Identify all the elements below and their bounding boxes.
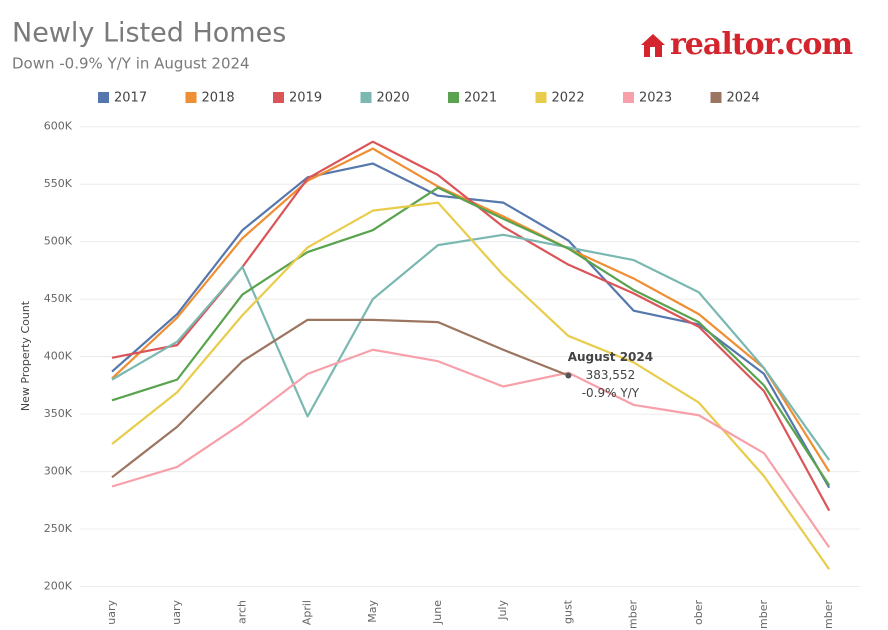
y-tick-label: 350K: [44, 407, 73, 420]
line: [111, 318, 569, 479]
legend-swatch: [710, 92, 722, 103]
annotation: 383,552: [586, 368, 636, 382]
highlight-point: [565, 372, 572, 379]
legend-swatch: [185, 92, 197, 103]
legend-label: 2021: [464, 91, 497, 106]
x-tick-label: mber: [822, 600, 835, 629]
legend-label: 2018: [202, 91, 235, 106]
x-tick-label: mber: [627, 600, 640, 629]
legend-label: 2020: [377, 91, 410, 106]
legend-swatch: [98, 92, 109, 103]
x-tick-label: mber: [757, 600, 770, 629]
logo: realtor.com: [670, 27, 853, 62]
legend-label: 2024: [727, 91, 760, 106]
x-tick-label: May: [366, 600, 379, 623]
y-tick-label: 400K: [44, 350, 73, 363]
legend-swatch: [535, 92, 547, 103]
y-tick-label: 500K: [44, 235, 73, 248]
y-axis-label: New Property Count: [19, 300, 32, 411]
y-tick-label: 450K: [44, 292, 73, 305]
y-tick-label: 250K: [44, 522, 73, 535]
annotation: August 2024: [568, 350, 653, 364]
line: [111, 348, 831, 549]
x-tick-label: arch: [235, 600, 248, 624]
legend-label: 2017: [114, 91, 147, 106]
x-tick-label: gust: [561, 599, 574, 624]
x-tick-label: April: [301, 600, 314, 625]
x-tick-label: July: [496, 600, 509, 621]
logo-icon: [641, 34, 665, 57]
legend-swatch: [448, 92, 459, 103]
line: [111, 233, 831, 461]
x-tick-label: uary: [105, 600, 118, 625]
y-tick-label: 600K: [44, 120, 73, 133]
subtitle: Down -0.9% Y/Y in August 2024: [12, 55, 250, 73]
title: Newly Listed Homes: [12, 18, 286, 49]
legend-swatch: [273, 92, 284, 103]
line: [111, 201, 831, 570]
line: [111, 147, 831, 473]
line: [111, 140, 831, 512]
y-tick-label: 200K: [44, 580, 73, 593]
legend-label: 2019: [289, 91, 322, 106]
legend-swatch: [360, 92, 372, 103]
x-tick-label: ober: [692, 600, 705, 625]
annotation: -0.9% Y/Y: [582, 386, 640, 400]
x-tick-label: June: [431, 600, 444, 625]
legend-label: 2023: [639, 91, 672, 106]
legend-label: 2022: [552, 91, 585, 106]
legend-swatch: [623, 92, 634, 103]
y-tick-label: 300K: [44, 465, 73, 478]
y-tick-label: 550K: [44, 177, 73, 190]
line: [111, 186, 831, 486]
x-tick-label: uary: [170, 600, 183, 625]
